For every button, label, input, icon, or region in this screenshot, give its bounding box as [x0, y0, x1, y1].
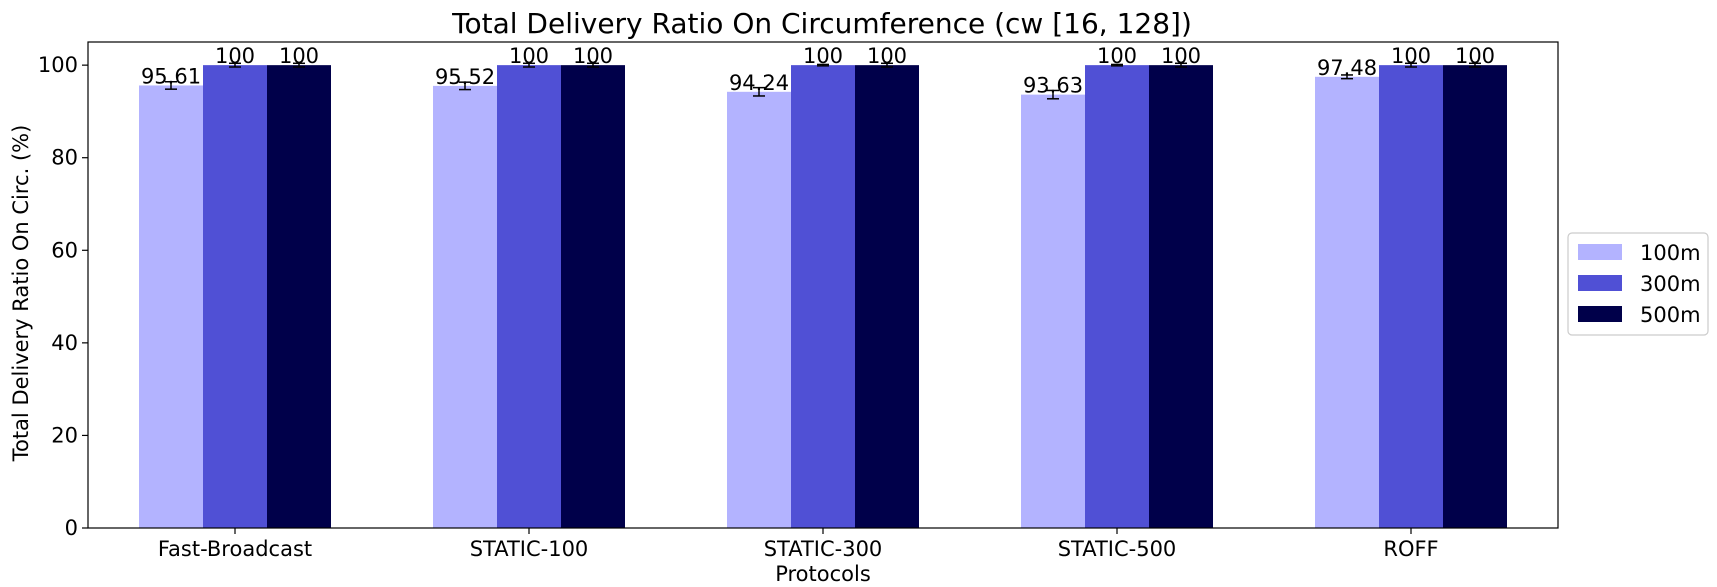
bar-100m-STATIC-100 — [433, 85, 497, 529]
error-bar — [1047, 89, 1059, 100]
bar-500m-ROFF — [1443, 65, 1507, 529]
legend-label-100m: 100m — [1640, 241, 1701, 265]
data-label: 100 — [867, 44, 907, 68]
y-tick-label: 0 — [65, 516, 78, 540]
x-tick-label: STATIC-500 — [1058, 537, 1177, 561]
x-tick-label: STATIC-100 — [470, 537, 589, 561]
bar-100m-STATIC-500 — [1021, 94, 1085, 528]
data-label: 100 — [803, 44, 843, 68]
error-bars-layer — [165, 62, 1481, 100]
error-bar — [881, 62, 893, 68]
legend-label-500m: 500m — [1640, 303, 1701, 327]
bar-100m-ROFF — [1315, 76, 1379, 528]
bar-500m-Fast-Broadcast — [267, 65, 331, 529]
data-label: 94.24 — [729, 71, 789, 95]
x-axis-label: Protocols — [775, 562, 871, 586]
error-bar — [229, 62, 241, 68]
bar-100m-Fast-Broadcast — [139, 85, 203, 529]
data-label: 100 — [1391, 44, 1431, 68]
y-axis-ticks: 0 20 40 60 80 100 — [38, 53, 88, 540]
legend-swatch-500m — [1578, 306, 1622, 322]
data-label: 100 — [1097, 44, 1137, 68]
x-tick-label: Fast-Broadcast — [158, 537, 312, 561]
data-labels-layer: 95.61 100 100 95.52 100 100 94.24 100 100 93.63 10… — [141, 44, 1495, 97]
error-bar — [1469, 62, 1481, 68]
data-label: 95.61 — [141, 64, 201, 88]
error-bar — [293, 62, 305, 68]
error-bar — [587, 62, 599, 68]
bar-100m-STATIC-300 — [727, 91, 791, 528]
error-bar — [523, 62, 535, 68]
data-label: 100 — [509, 44, 549, 68]
y-tick-label: 40 — [51, 331, 78, 355]
data-label: 100 — [215, 44, 255, 68]
error-bar — [753, 86, 765, 97]
error-bar — [165, 81, 177, 90]
chart-title: Total Delivery Ratio On Circumference (c… — [451, 7, 1192, 40]
bar-300m-STATIC-500 — [1085, 65, 1149, 529]
error-bar — [459, 81, 471, 91]
error-bar — [1341, 74, 1353, 80]
bar-500m-STATIC-100 — [561, 65, 625, 529]
y-tick-label: 20 — [51, 423, 78, 447]
y-tick-label: 100 — [38, 53, 78, 77]
data-label: 100 — [279, 44, 319, 68]
error-bar — [817, 63, 829, 67]
data-label: 97.48 — [1317, 56, 1377, 80]
data-label: 100 — [1455, 44, 1495, 68]
bar-300m-STATIC-300 — [791, 65, 855, 529]
bar-500m-STATIC-500 — [1149, 65, 1213, 529]
bar-300m-Fast-Broadcast — [203, 65, 267, 529]
y-tick-label: 60 — [51, 238, 78, 262]
legend-swatch-300m — [1578, 275, 1622, 291]
legend-swatch-100m — [1578, 244, 1622, 260]
x-axis-ticks: Fast-Broadcast STATIC-100 STATIC-300 STATIC… — [158, 528, 1439, 561]
x-tick-label: ROFF — [1383, 537, 1438, 561]
bar-300m-STATIC-100 — [497, 65, 561, 529]
data-label: 95.52 — [435, 65, 495, 89]
legend-label-300m: 300m — [1640, 272, 1701, 296]
y-axis-label: Total Delivery Ratio On Circ. (%) — [9, 125, 33, 463]
data-label: 100 — [573, 44, 613, 68]
legend: 100m 300m 500m — [1567, 232, 1709, 336]
bar-300m-ROFF — [1379, 65, 1443, 529]
y-tick-label: 80 — [51, 146, 78, 170]
error-bar — [1405, 62, 1417, 68]
error-bar — [1175, 62, 1187, 68]
data-label: 93.63 — [1023, 74, 1083, 98]
bar-500m-STATIC-300 — [855, 65, 919, 529]
x-tick-label: STATIC-300 — [764, 537, 883, 561]
error-bar — [1111, 63, 1123, 67]
data-label: 100 — [1161, 44, 1201, 68]
bars-layer — [139, 65, 1507, 529]
